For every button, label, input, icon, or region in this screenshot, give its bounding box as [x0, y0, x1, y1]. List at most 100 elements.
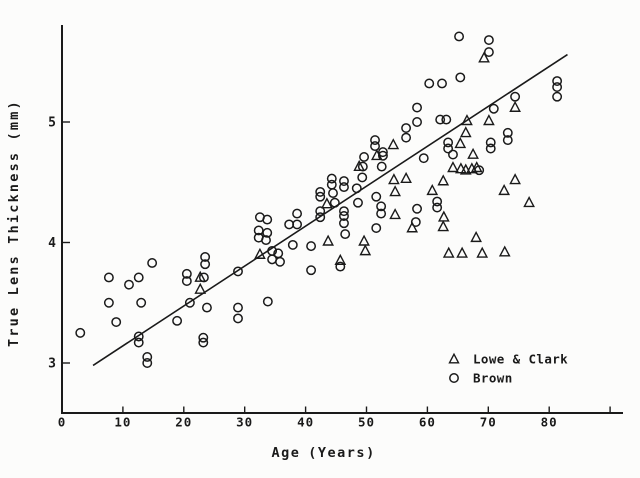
- data-point-circle: [339, 182, 349, 193]
- data-point-triangle: [406, 221, 419, 233]
- data-point-circle: [485, 143, 496, 154]
- data-point-circle: [198, 272, 209, 283]
- data-point-circle: [261, 235, 271, 246]
- data-point-circle: [376, 201, 387, 212]
- data-point-circle: [376, 208, 387, 219]
- data-point-triangle: [455, 162, 467, 174]
- x-axis-title: Age (Years): [272, 445, 375, 461]
- data-point-circle: [432, 202, 443, 213]
- data-point-circle: [412, 102, 422, 113]
- data-point-circle: [474, 165, 485, 176]
- data-point-triangle: [523, 196, 535, 208]
- data-point-circle: [370, 135, 380, 146]
- data-point-triangle: [388, 173, 400, 185]
- data-point-circle: [435, 114, 446, 125]
- data-point-circle: [339, 176, 349, 186]
- data-point-circle: [233, 313, 243, 324]
- data-point-circle: [488, 103, 499, 114]
- data-point-circle: [142, 358, 153, 368]
- x-axis-title-word-1: Age: [272, 445, 301, 461]
- x-axis-title-word-2: (Years): [308, 445, 375, 461]
- data-point-circle: [306, 241, 317, 252]
- data-point-circle: [315, 212, 326, 223]
- data-point-circle: [376, 161, 387, 172]
- data-point-circle: [306, 265, 317, 276]
- data-point-circle: [443, 143, 454, 154]
- data-point-circle: [326, 173, 337, 184]
- x-tick-label: 60: [419, 415, 436, 430]
- x-tick-label: 80: [541, 415, 558, 430]
- legend-label-lowe-clark: Lowe & Clark: [473, 352, 568, 367]
- y-axis-ticks: 3 4 5: [48, 116, 70, 372]
- data-point-triangle: [461, 114, 473, 126]
- data-point-circle: [552, 82, 563, 93]
- data-point-triangle: [437, 210, 450, 222]
- data-point-circle: [326, 179, 337, 190]
- data-point-triangle: [321, 197, 333, 209]
- data-point-circle: [424, 78, 435, 89]
- data-point-triangle: [509, 100, 521, 112]
- data-point-triangle: [442, 246, 455, 258]
- data-point-circle: [412, 203, 422, 214]
- data-point-circle: [335, 261, 346, 272]
- x-tick-label: 70: [480, 415, 497, 430]
- data-point-circle: [443, 137, 454, 148]
- data-point-circle: [340, 229, 351, 240]
- data-point-circle: [401, 123, 412, 133]
- regression-line: [92, 53, 568, 367]
- data-point-triangle: [254, 247, 266, 259]
- data-point-circle: [328, 188, 338, 199]
- x-tick-label: 50: [358, 415, 375, 430]
- data-point-triangle: [476, 246, 489, 258]
- data-point-triangle: [358, 234, 370, 246]
- x-tick-label: 30: [236, 415, 253, 430]
- data-point-circle: [437, 78, 447, 89]
- y-tick-label: 5: [48, 116, 56, 131]
- data-point-triangle: [456, 246, 468, 258]
- series-circle: [75, 31, 563, 368]
- data-point-circle: [262, 227, 273, 238]
- x-tick-label: 40: [297, 415, 314, 430]
- data-point-circle: [483, 47, 494, 58]
- data-point-circle: [262, 296, 273, 307]
- x-axis-ticks: 0 10 20 30 40 50 60 70 80: [58, 406, 611, 430]
- data-point-triangle: [426, 183, 439, 196]
- data-point-circle: [552, 91, 563, 102]
- data-point-circle: [184, 297, 195, 308]
- data-point-triangle: [437, 174, 450, 186]
- data-point-circle: [418, 153, 429, 164]
- legend-label-brown: Brown: [473, 371, 513, 386]
- data-point-triangle: [322, 234, 334, 246]
- data-point-circle: [359, 151, 370, 162]
- data-point-triangle: [334, 253, 347, 265]
- series-triangle: [194, 51, 535, 294]
- data-point-circle: [181, 276, 192, 287]
- data-point-circle: [198, 337, 209, 348]
- y-axis-title: True Lens Thickness (mm): [6, 99, 22, 347]
- data-point-triangle: [359, 244, 372, 256]
- data-point-circle: [455, 72, 466, 83]
- data-point-circle: [287, 239, 298, 250]
- data-point-circle: [200, 259, 211, 270]
- legend: Lowe & Clark Brown: [448, 352, 568, 386]
- data-point-triangle: [498, 245, 511, 257]
- x-tick-label: 10: [114, 415, 131, 430]
- data-point-circle: [253, 225, 264, 236]
- y-tick-label: 3: [48, 357, 56, 372]
- data-point-circle: [351, 183, 362, 194]
- data-point-circle: [200, 252, 211, 262]
- data-point-circle: [292, 219, 303, 230]
- x-tick-label: 0: [58, 415, 67, 430]
- data-point-circle: [292, 208, 303, 219]
- y-tick-label: 4: [48, 236, 56, 251]
- data-point-circle: [410, 217, 421, 227]
- data-point-circle: [339, 206, 349, 217]
- data-point-circle: [103, 297, 114, 308]
- legend-circle-icon: [449, 373, 459, 383]
- data-point-circle: [485, 137, 496, 148]
- data-point-circle: [267, 254, 278, 265]
- data-point-circle: [284, 219, 295, 230]
- data-point-circle: [370, 141, 380, 152]
